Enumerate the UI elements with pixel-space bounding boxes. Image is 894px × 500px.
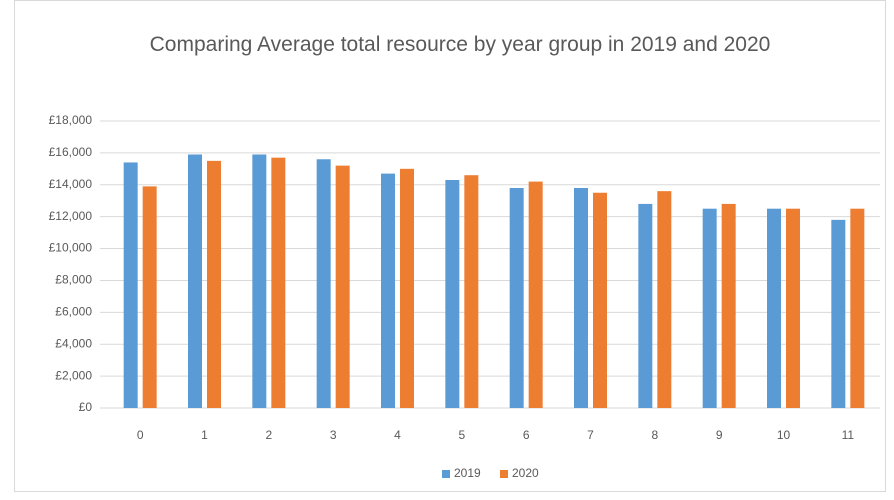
x-tick-label: 11 [842,428,855,442]
bar [850,208,865,408]
bar [207,160,221,408]
y-tick-label: £14,000 [49,177,93,191]
bar [831,219,846,408]
bar [657,191,672,408]
legend-swatch [442,470,450,478]
x-tick-label: 4 [394,428,401,442]
y-tick-label: £8,000 [55,273,92,287]
bar [767,208,781,408]
bar [335,165,350,408]
x-tick-label: 0 [137,428,144,442]
y-tick-label: £18,000 [49,113,93,127]
y-tick-label: £2,000 [55,368,92,382]
legend-label: 2019 [454,466,481,480]
x-tick-label: 5 [458,428,465,442]
bar [464,175,479,408]
x-tick-label: 7 [587,428,594,442]
bar [252,154,267,408]
bar [381,173,395,408]
y-tick-label: £0 [79,400,93,414]
chart-frame [14,0,886,492]
bar [786,208,800,408]
x-tick-label: 9 [716,428,723,442]
y-tick-label: £16,000 [49,145,93,159]
bar [574,187,588,408]
chart-title: Comparing Average total resource by year… [149,33,771,56]
bar [721,203,736,408]
y-tick-label: £12,000 [49,209,93,223]
bar [593,192,607,408]
bar [400,168,414,408]
x-tick-label: 8 [651,428,658,442]
y-tick-label: £10,000 [49,241,93,255]
x-tick-label: 6 [523,428,530,442]
legend-label: 2020 [512,466,539,480]
x-tick-label: 2 [265,428,272,442]
bar [188,154,202,408]
bar [528,181,543,408]
bar [445,179,460,408]
bar [123,162,138,408]
legend-swatch [500,470,508,478]
y-tick-label: £4,000 [55,336,92,350]
bar [638,203,653,408]
bar [271,157,286,408]
y-tick-label: £6,000 [55,305,92,319]
bar [702,208,717,408]
bar [509,187,524,408]
bar [142,186,157,408]
x-tick-label: 10 [777,428,791,442]
x-tick-label: 1 [201,428,208,442]
x-tick-label: 3 [330,428,337,442]
bar [316,159,331,408]
